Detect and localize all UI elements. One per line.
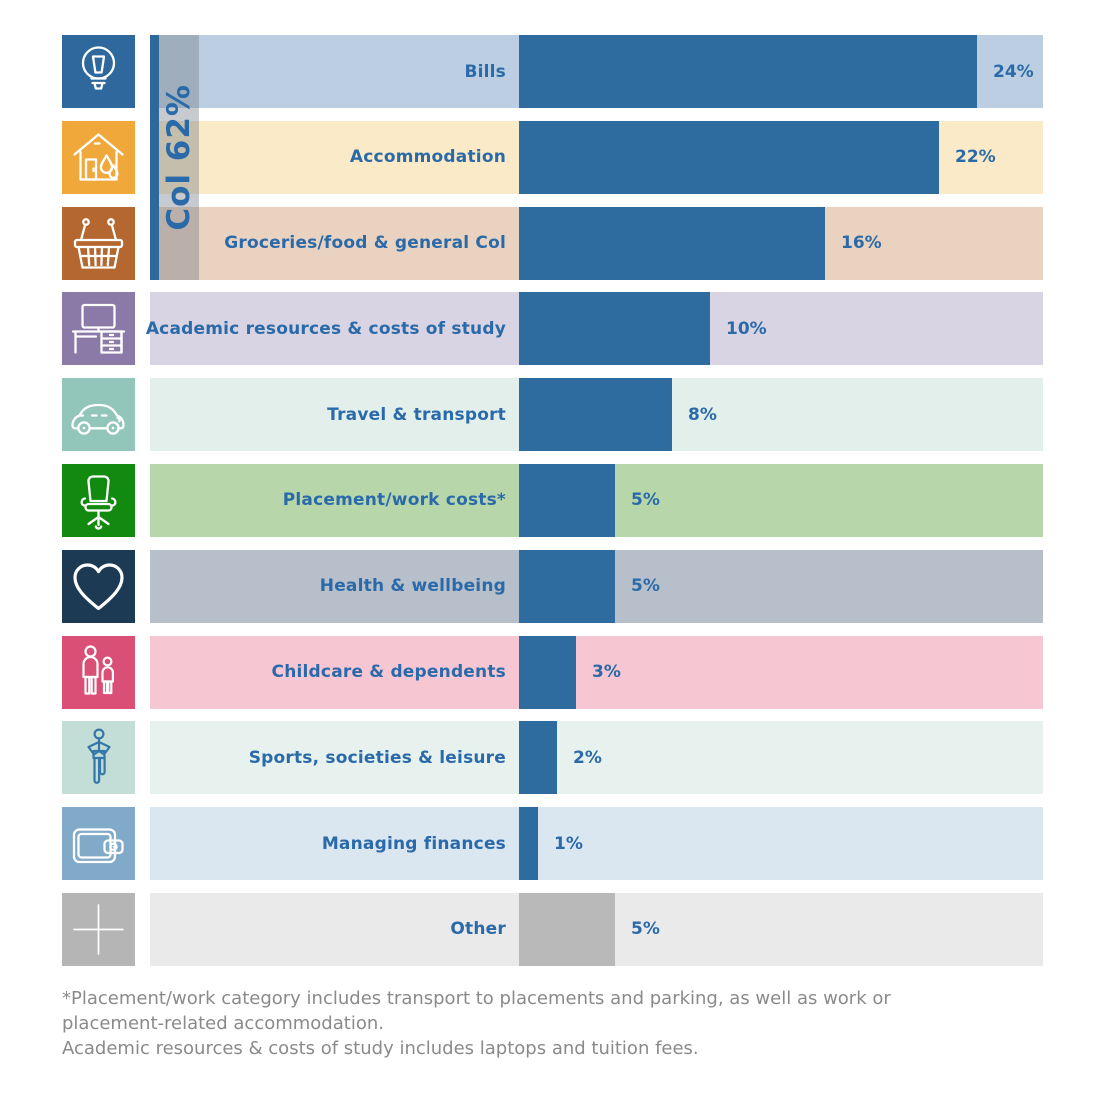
value-label: 5% <box>631 919 660 940</box>
category-track: Other 5% <box>150 892 1043 966</box>
chart-row: Managing finances 1% <box>62 807 1043 881</box>
chart-row: Childcare & dependents 3% <box>62 635 1043 709</box>
value-bar <box>519 549 615 623</box>
value-bar <box>519 721 557 795</box>
category-track: Sports, societies & leisure 2% <box>150 721 1043 795</box>
value-label: 3% <box>592 662 621 683</box>
category-track: Bills 24% <box>150 35 1043 108</box>
desk-computer-icon <box>62 292 135 366</box>
category-label: Managing finances <box>321 833 506 854</box>
category-track: Health & wellbeing 5% <box>150 549 1043 623</box>
car-icon <box>62 378 135 452</box>
wallet-icon <box>62 807 135 881</box>
shopping-basket-icon <box>62 206 135 280</box>
category-label: Other <box>450 919 506 940</box>
value-label: 24% <box>993 61 1034 82</box>
chart-row: Groceries/food & general Col 16% <box>62 206 1043 280</box>
category-label: Bills <box>464 61 506 82</box>
col-group-overlay: Col 62% <box>150 35 199 280</box>
value-bar <box>519 892 615 966</box>
category-label: Academic resources & costs of study <box>145 318 506 339</box>
value-bar <box>519 378 672 452</box>
exercising-person-icon <box>62 721 135 795</box>
value-label: 16% <box>841 233 882 254</box>
heart-icon <box>62 549 135 623</box>
value-bar <box>519 206 825 280</box>
footnote: *Placement/work category includes transp… <box>62 986 1042 1061</box>
chart-row: Bills 24% <box>62 35 1043 108</box>
category-track: Travel & transport 8% <box>150 378 1043 452</box>
category-label: Health & wellbeing <box>319 576 506 597</box>
value-label: 10% <box>726 318 767 339</box>
footnote-line: *Placement/work category includes transp… <box>62 988 891 1009</box>
group-band: Col 62% <box>159 35 199 280</box>
chart-row: Placement/work costs* 5% <box>62 463 1043 537</box>
value-label: 22% <box>955 147 996 168</box>
lightbulb-icon <box>62 35 135 108</box>
category-track: Childcare & dependents 3% <box>150 635 1043 709</box>
house-icon <box>62 120 135 194</box>
value-bar <box>519 463 615 537</box>
value-bar <box>519 292 710 366</box>
value-label: 1% <box>554 833 583 854</box>
chart-row: Accommodation 22% <box>62 120 1043 194</box>
chart-row: Travel & transport 8% <box>62 378 1043 452</box>
footnote-line: Academic resources & costs of study incl… <box>62 1038 699 1059</box>
category-track: Placement/work costs* 5% <box>150 463 1043 537</box>
chart-row: Other 5% <box>62 892 1043 966</box>
chart-row: Health & wellbeing 5% <box>62 549 1043 623</box>
chart-row: Academic resources & costs of study 10% <box>62 292 1043 366</box>
value-bar <box>519 807 538 881</box>
footnote-line: placement-related accommodation. <box>62 1013 384 1034</box>
chart-row: Sports, societies & leisure 2% <box>62 721 1043 795</box>
value-label: 8% <box>688 404 717 425</box>
category-label: Groceries/food & general Col <box>224 233 506 254</box>
category-label: Travel & transport <box>327 404 506 425</box>
value-bar <box>519 120 939 194</box>
value-label: 5% <box>631 576 660 597</box>
value-label: 2% <box>573 747 602 768</box>
group-label: Col 62% <box>161 83 197 231</box>
category-label: Accommodation <box>349 147 506 168</box>
category-label: Placement/work costs* <box>282 490 506 511</box>
group-strip <box>150 35 159 280</box>
spending-bar-chart: Bills 24% Accommodation <box>0 35 1100 966</box>
value-bar <box>519 635 576 709</box>
value-label: 5% <box>631 490 660 511</box>
category-track: Groceries/food & general Col 16% <box>150 206 1043 280</box>
value-bar <box>519 35 977 108</box>
category-track: Managing finances 1% <box>150 807 1043 881</box>
plus-icon <box>62 892 135 966</box>
category-track: Accommodation 22% <box>150 120 1043 194</box>
category-track: Academic resources & costs of study 10% <box>145 292 1043 366</box>
parent-child-icon <box>62 635 135 709</box>
category-label: Childcare & dependents <box>271 662 506 683</box>
office-chair-icon <box>62 463 135 537</box>
category-label: Sports, societies & leisure <box>248 747 506 768</box>
